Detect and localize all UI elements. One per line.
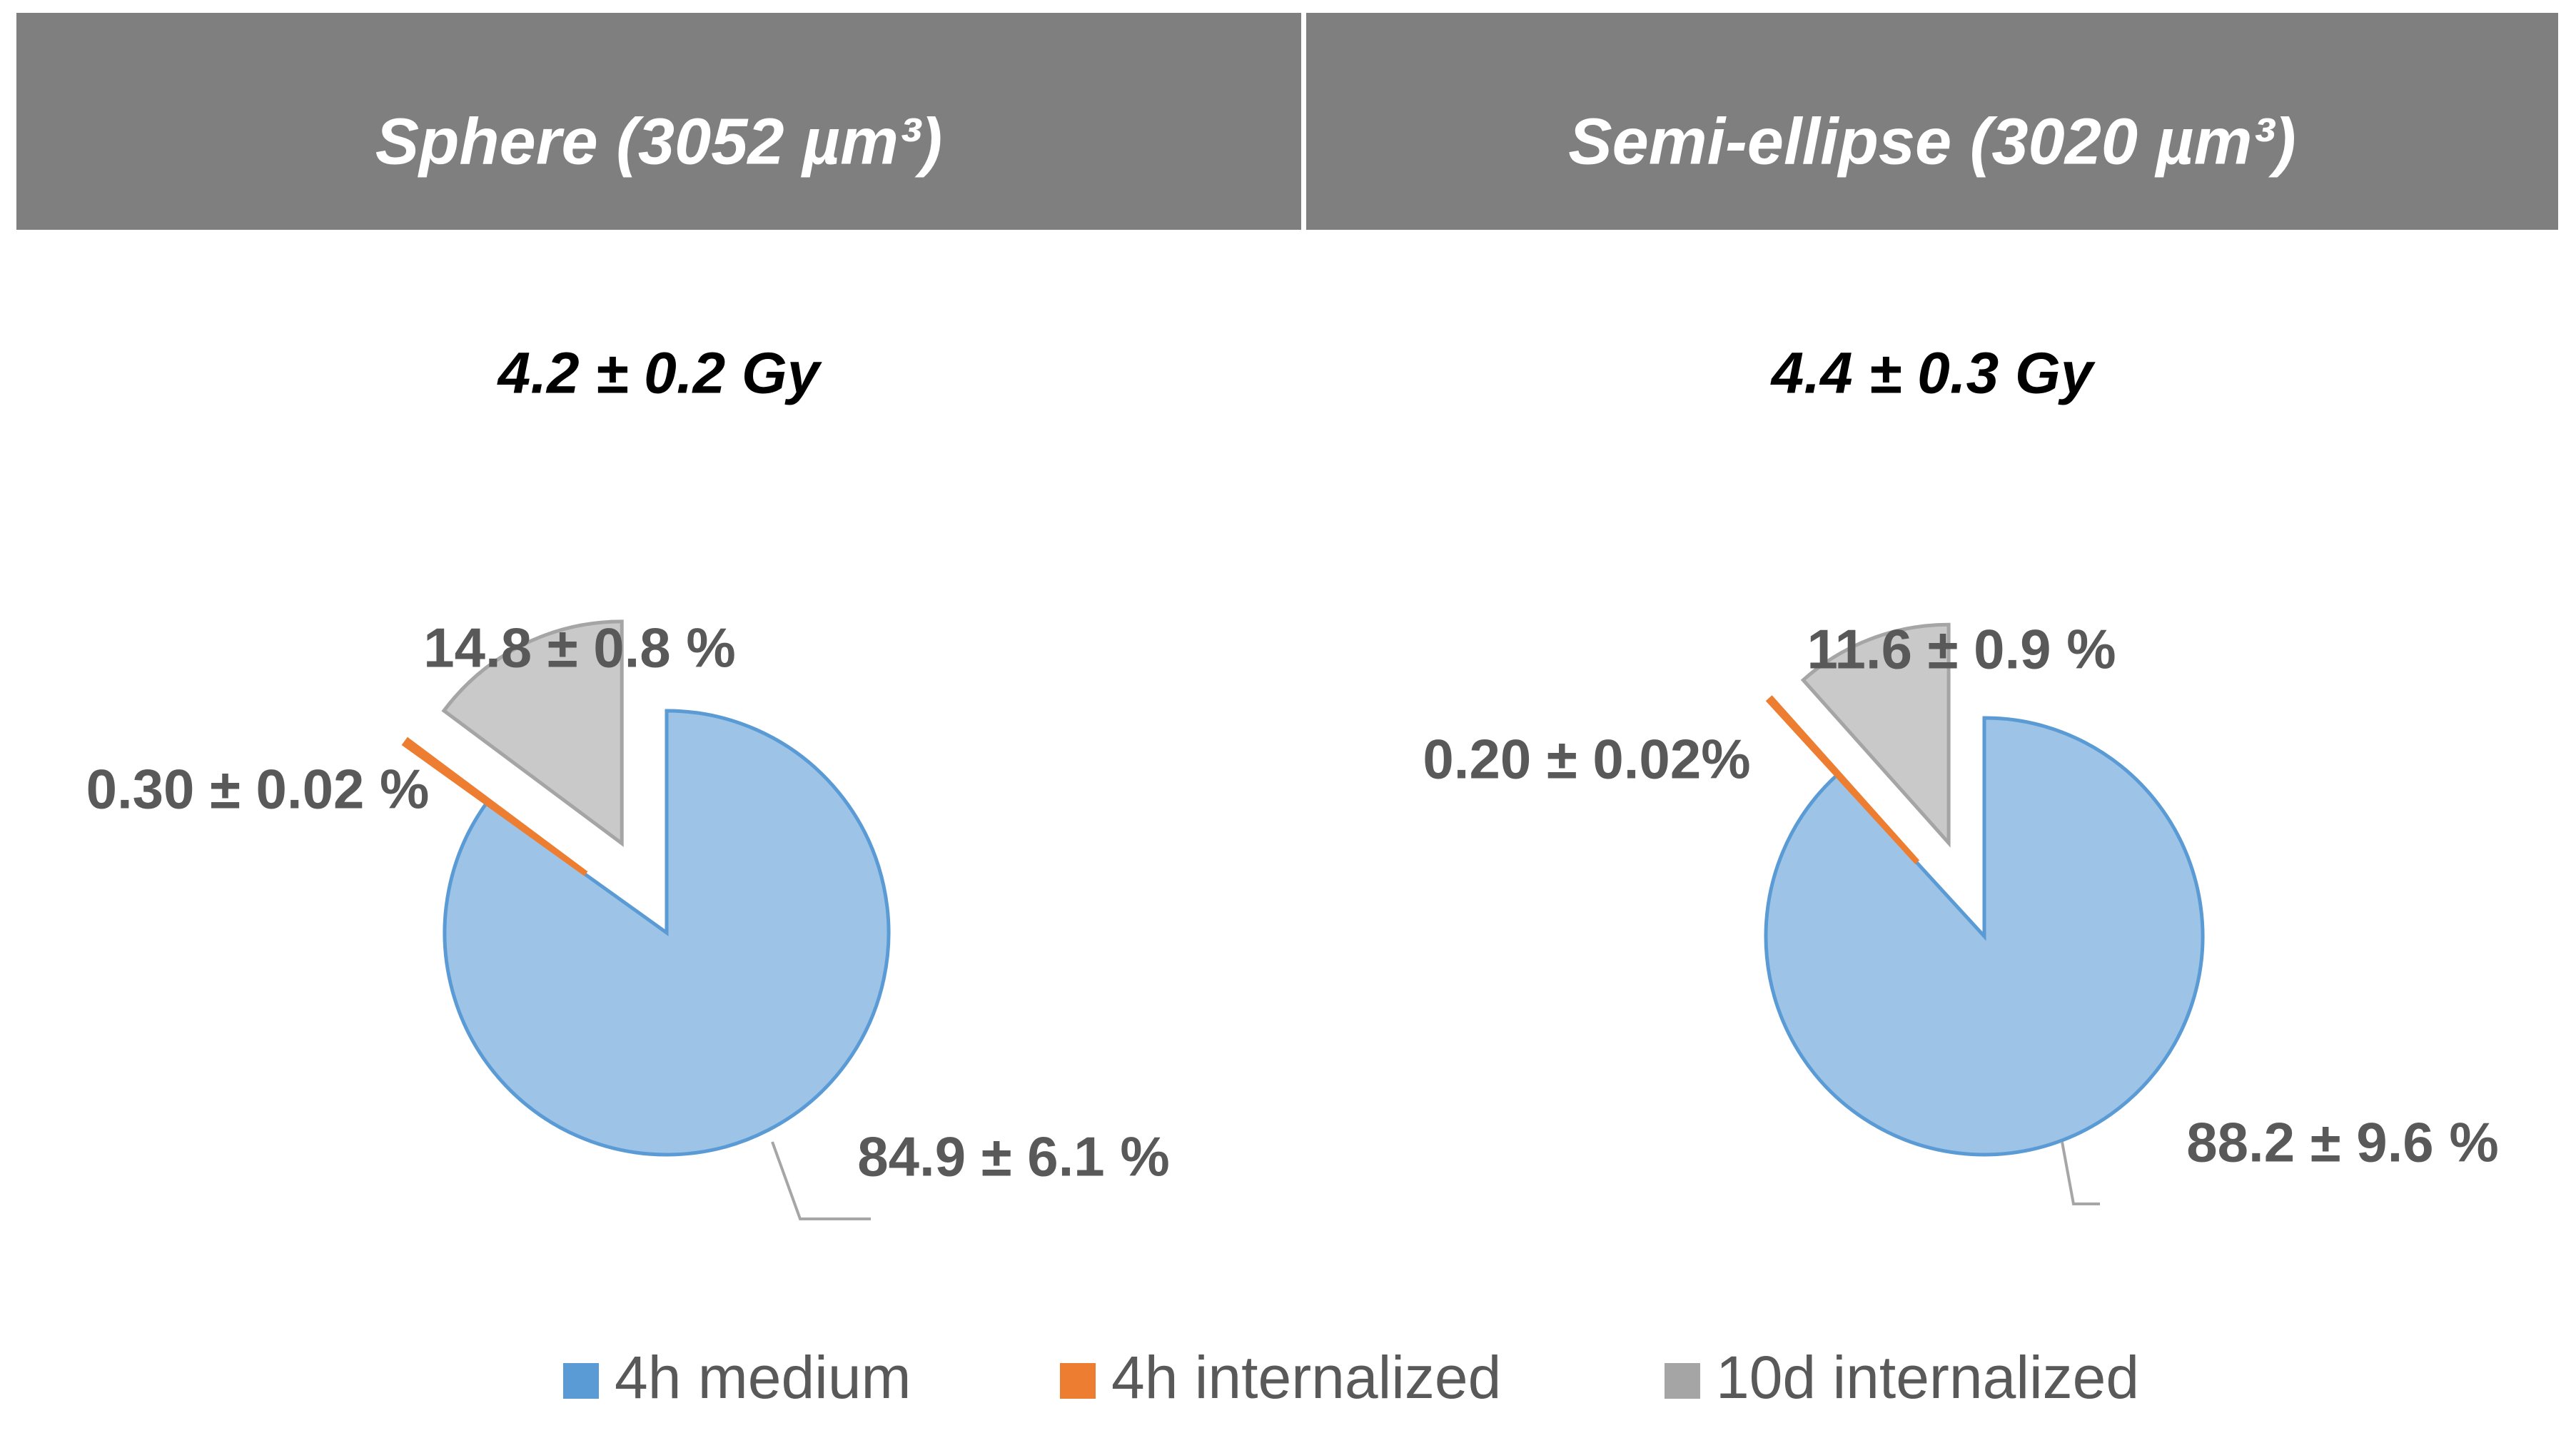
pie-slice <box>443 709 891 1157</box>
panel-subtitle: 4.2 ± 0.2 Gy <box>497 341 823 406</box>
header-bar <box>16 13 1301 230</box>
legend-swatch <box>1060 1363 1096 1399</box>
leader-line <box>2061 1141 2100 1205</box>
pie-slice <box>1764 716 2205 1157</box>
panel-subtitle: 4.4 ± 0.3 Gy <box>1770 341 2096 406</box>
pie-slice <box>1765 695 1920 864</box>
legend-swatch <box>563 1363 599 1399</box>
legend-swatch <box>1665 1363 1700 1399</box>
panel-title: Semi-ellipse (3020 µm³) <box>1568 105 2295 178</box>
leader-line <box>771 1141 871 1220</box>
pie-slice <box>401 736 588 876</box>
data-label: 88.2 ± 9.6 % <box>2186 1111 2498 1174</box>
data-label: 0.20 ± 0.02% <box>1423 728 1750 791</box>
pie-slice <box>441 619 624 847</box>
data-label: 14.8 ± 0.8 % <box>423 617 735 679</box>
legend-label: 4h internalized <box>1111 1344 1501 1411</box>
legend-label: 10d internalized <box>1716 1344 2139 1411</box>
data-label: 11.6 ± 0.9 % <box>1807 618 2116 681</box>
legend-label: 4h medium <box>615 1344 911 1411</box>
pie-slice <box>1800 622 1951 848</box>
header-bar <box>1306 13 2558 230</box>
data-label: 0.30 ± 0.02 % <box>86 758 430 821</box>
data-label: 84.9 ± 6.1 % <box>857 1125 1169 1188</box>
panel-title: Sphere (3052 µm³) <box>375 105 942 178</box>
